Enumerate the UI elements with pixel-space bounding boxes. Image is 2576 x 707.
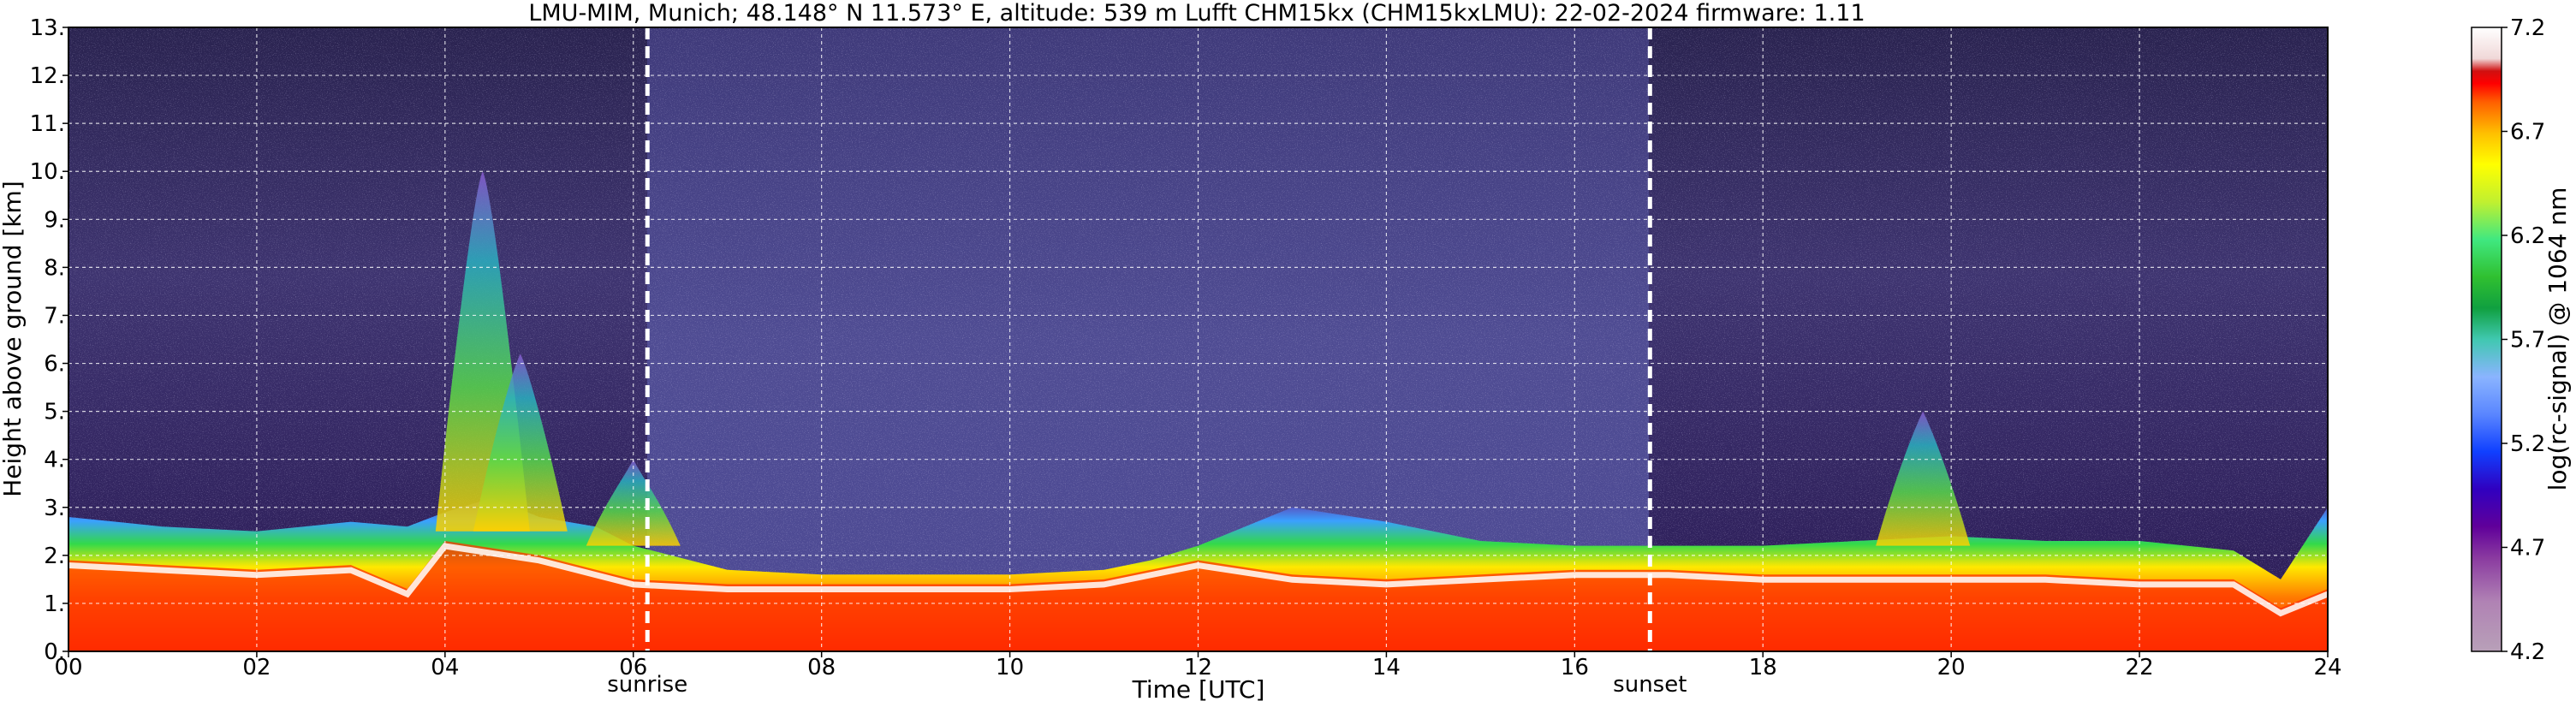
- y-tick-label: 5.: [44, 400, 65, 425]
- colorbar-title: log(rc-signal) @ 1064 nm: [2543, 187, 2572, 491]
- y-tick-label: 0.: [44, 639, 65, 665]
- aerosol-plume: [473, 354, 568, 532]
- x-tick-label: 00: [54, 655, 82, 680]
- y-tick-label: 7.: [44, 303, 65, 329]
- layer-top-line: [68, 543, 2328, 617]
- x-axis-title: Time [UTC]: [1132, 675, 1265, 704]
- y-tick-label: 11.: [30, 111, 65, 137]
- x-tick-label: 10: [996, 655, 1024, 680]
- y-tick-label: 6.: [44, 352, 65, 377]
- y-tick-label: 12.: [30, 63, 65, 89]
- colorbar-tick-label: 7.2: [2510, 15, 2545, 41]
- x-tick-label: 14: [1372, 655, 1401, 680]
- colorbar-tick-label: 4.2: [2510, 639, 2545, 665]
- y-axis: 0. 1. 2. 3. 4. 5. 6. 7. 8. 9. 10. 11. 12. 13.: [30, 15, 68, 665]
- event-lines: sunrise sunset: [607, 27, 1687, 698]
- x-tick-label: 16: [1561, 655, 1589, 680]
- colorbar-tick-label: 6.7: [2510, 120, 2545, 146]
- y-tick-label: 13.: [30, 15, 65, 41]
- x-tick-label: 04: [431, 655, 459, 680]
- y-tick-label: 9.: [44, 207, 65, 233]
- colorbar-tick-label: 5.2: [2510, 431, 2545, 457]
- sunset-label: sunset: [1613, 672, 1687, 698]
- colorbar-tick-label: 6.2: [2510, 223, 2545, 249]
- y-tick-label: 4.: [44, 448, 65, 473]
- y-tick-label: 2.: [44, 544, 65, 569]
- y-tick-label: 1.: [44, 591, 65, 617]
- y-axis-title: Height above ground [km]: [0, 181, 27, 497]
- y-tick-label: 3.: [44, 496, 65, 521]
- x-tick-label: 02: [242, 655, 271, 680]
- x-tick-label: 20: [1937, 655, 1966, 680]
- colorbar-tick-label: 4.7: [2510, 536, 2545, 561]
- colorbar-scale: [2471, 27, 2502, 652]
- x-tick-label: 06: [619, 655, 647, 680]
- colorbar-tick-label: 5.7: [2510, 328, 2545, 354]
- x-tick-label: 22: [2126, 655, 2154, 680]
- x-tick-label: 18: [1749, 655, 1777, 680]
- colorbar-ticks: 4.2 4.7 5.2 5.7 6.2 6.7 7.2: [2502, 15, 2545, 665]
- colorbar: 4.2 4.7 5.2 5.7 6.2 6.7 7.2 log(rc-signal) @ 1…: [2471, 15, 2572, 665]
- x-tick-label: 24: [2313, 655, 2341, 680]
- x-tick-label: 08: [807, 655, 836, 680]
- sunrise-label: sunrise: [607, 672, 687, 698]
- grid-lines: [68, 27, 2328, 651]
- x-axis: 00 02 04 06 08 10 12 14 16 18 20 22 24: [54, 651, 2342, 680]
- y-tick-label: 8.: [44, 255, 65, 281]
- y-tick-label: 10.: [30, 159, 65, 185]
- chart-title: LMU-MIM, Munich; 48.148° N 11.573° E, al…: [528, 0, 1865, 27]
- aerosol-plume: [1876, 411, 1971, 546]
- x-tick-label: 12: [1184, 655, 1212, 680]
